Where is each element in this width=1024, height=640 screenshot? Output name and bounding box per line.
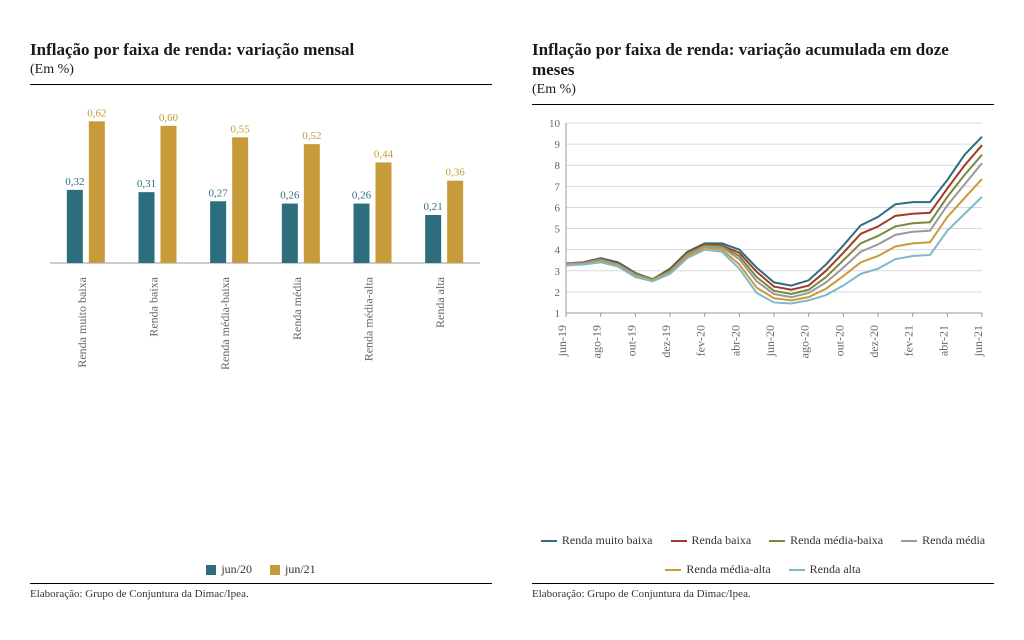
bar-value-label: 0,55 (231, 123, 251, 135)
left-footnote: Elaboração: Grupo de Conjuntura da Dimac… (30, 588, 492, 600)
legend-item: Renda média-baixa (769, 533, 883, 548)
line-series (566, 137, 982, 286)
y-tick-label: 3 (555, 266, 561, 278)
right-legend: Renda muito baixa Renda baixa Renda média-… (532, 533, 994, 577)
x-tick-label: jun-21 (971, 325, 985, 357)
right-rule-bottom (532, 583, 994, 584)
category-label: Renda muito baixa (75, 276, 89, 367)
legend-swatch (541, 540, 557, 542)
x-tick-label: dez-19 (659, 325, 673, 358)
y-tick-label: 9 (555, 139, 561, 151)
bar (282, 204, 298, 263)
bar (161, 126, 177, 263)
bar-value-label: 0,36 (446, 167, 466, 179)
legend-swatch (671, 540, 687, 542)
legend-item: Renda alta (789, 562, 861, 577)
legend-swatch (270, 565, 280, 575)
x-tick-label: fev-21 (902, 325, 916, 356)
right-subtitle: (Em %) (532, 82, 994, 98)
bar (304, 144, 320, 263)
category-label: Renda baixa (147, 276, 161, 336)
legend-swatch (789, 569, 805, 571)
legend-item: Renda muito baixa (541, 533, 653, 548)
legend-label: Renda média-alta (686, 562, 770, 577)
legend-label: Renda alta (810, 562, 861, 577)
legend-label: Renda baixa (692, 533, 752, 548)
right-footnote: Elaboração: Grupo de Conjuntura da Dimac… (532, 588, 994, 600)
bar-value-label: 0,60 (159, 112, 179, 124)
bar-value-label: 0,26 (280, 190, 300, 202)
legend-label: Renda média (922, 533, 985, 548)
bar (447, 181, 463, 263)
bar-value-label: 0,32 (65, 176, 84, 188)
legend-label: jun/21 (285, 562, 316, 577)
x-tick-label: fev-20 (694, 325, 708, 356)
legend-label: jun/20 (221, 562, 252, 577)
bar (210, 201, 226, 263)
bar (354, 204, 370, 263)
left-rule-top (30, 84, 492, 85)
bar-value-label: 0,62 (87, 107, 106, 119)
legend-item: jun/20 (206, 562, 252, 577)
bar-value-label: 0,31 (137, 178, 156, 190)
x-tick-label: abr-20 (728, 325, 742, 356)
y-tick-label: 5 (555, 224, 561, 236)
bar-value-label: 0,26 (352, 190, 372, 202)
left-subtitle: (Em %) (30, 62, 492, 78)
left-chart: 0,32 0,62 Renda muito baixa 0,31 0,60 Renda b… (30, 93, 492, 556)
bar (425, 215, 441, 263)
y-tick-label: 8 (555, 160, 561, 172)
legend-label: Renda muito baixa (562, 533, 653, 548)
y-tick-label: 7 (555, 181, 561, 193)
left-legend: jun/20 jun/21 (30, 562, 492, 577)
bar (139, 192, 155, 263)
x-tick-label: abr-21 (936, 325, 950, 356)
bar (232, 137, 248, 263)
right-panel: Inflação por faixa de renda: variação ac… (532, 40, 994, 600)
x-tick-label: ago-20 (798, 325, 812, 358)
legend-item: Renda média-alta (665, 562, 770, 577)
y-tick-label: 10 (549, 118, 561, 130)
line-series (566, 163, 982, 297)
bar (376, 162, 392, 263)
bar-value-label: 0,21 (424, 201, 443, 213)
legend-swatch (206, 565, 216, 575)
legend-label: Renda média-baixa (790, 533, 883, 548)
left-rule-bottom (30, 583, 492, 584)
legend-item: jun/21 (270, 562, 316, 577)
category-label: Renda média-baixa (218, 276, 232, 370)
category-label: Renda média-alta (362, 276, 376, 361)
bar (89, 121, 105, 263)
legend-swatch (769, 540, 785, 542)
legend-item: Renda média (901, 533, 985, 548)
bar (67, 190, 83, 263)
y-tick-label: 4 (555, 245, 561, 257)
x-tick-label: jun-19 (555, 325, 569, 357)
x-tick-label: ago-19 (590, 325, 604, 358)
legend-swatch (901, 540, 917, 542)
legend-swatch (665, 569, 681, 571)
left-title: Inflação por faixa de renda: variação me… (30, 40, 492, 60)
category-label: Renda alta (433, 276, 447, 328)
left-panel: Inflação por faixa de renda: variação me… (30, 40, 492, 600)
legend-item: Renda baixa (671, 533, 752, 548)
x-tick-label: dez-20 (867, 325, 881, 358)
x-tick-label: jun-20 (763, 325, 777, 357)
x-tick-label: out-20 (832, 325, 846, 356)
bar-value-label: 0,44 (374, 148, 394, 160)
y-tick-label: 2 (555, 287, 561, 299)
category-label: Renda média (290, 276, 304, 340)
x-tick-label: out-19 (624, 325, 638, 356)
right-title: Inflação por faixa de renda: variação ac… (532, 40, 994, 80)
right-chart: 1 2 3 4 5 6 7 8 9 10 jun-19 ago-19 out-19 dez-19 fev-2… (532, 113, 994, 527)
bar-value-label: 0,27 (209, 187, 229, 199)
y-tick-label: 6 (555, 202, 561, 214)
y-tick-label: 1 (555, 308, 561, 320)
right-rule-top (532, 104, 994, 105)
bar-value-label: 0,52 (302, 130, 321, 142)
